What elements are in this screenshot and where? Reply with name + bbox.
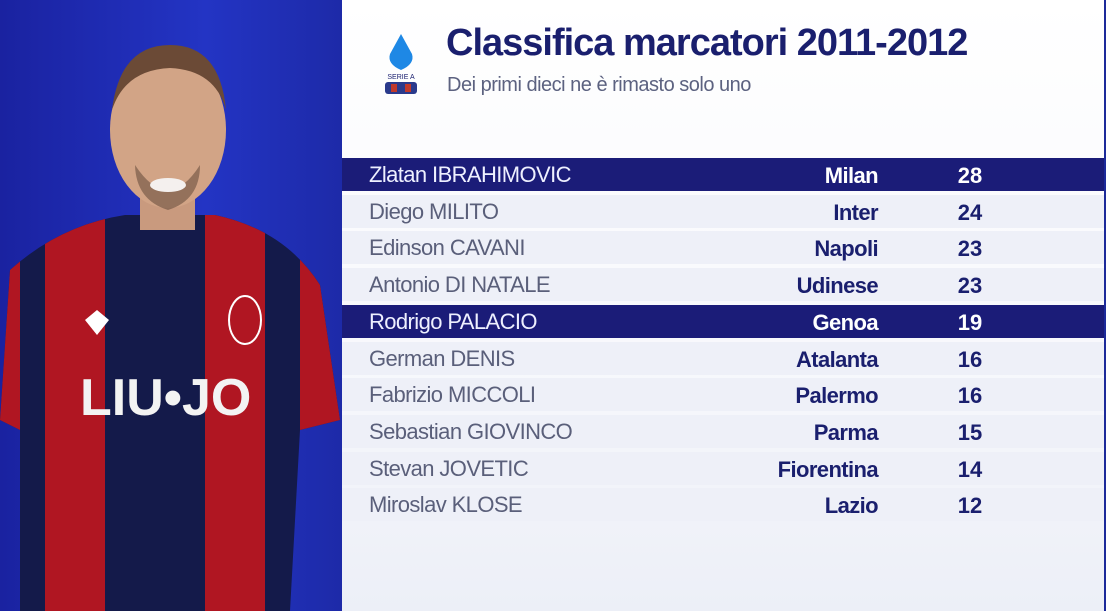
scorers-panel: SERIE A Classifica marcatori 2011-2012 D… <box>342 0 1104 611</box>
goals-count: 15 <box>957 419 983 445</box>
page-subtitle: Dei primi dieci ne è rimasto solo uno <box>447 74 751 96</box>
player-name: Stevan JOVETIC <box>369 455 529 481</box>
table-row: Diego MILITO Inter 24 <box>342 194 1104 228</box>
goals-count: 24 <box>957 199 983 225</box>
goals-count: 19 <box>957 309 983 335</box>
player-photo-panel: LIU•JO <box>0 0 342 611</box>
player-photo: LIU•JO <box>0 45 340 611</box>
kit-maker-logo <box>85 310 109 335</box>
team-name: Genoa <box>812 309 879 335</box>
table-row: Zlatan IBRAHIMOVIC Milan 28 <box>342 158 1104 191</box>
club-crest <box>228 295 262 345</box>
player-name: Antonio DI NATALE <box>369 272 551 298</box>
shirt-sponsor-logo: LIU•JO <box>80 369 251 427</box>
goals-count: 16 <box>957 346 983 372</box>
player-name: Rodrigo PALACIO <box>369 308 538 334</box>
table-row: Sebastian GIOVINCO Parma 15 <box>342 414 1104 448</box>
player-name: Miroslav KLOSE <box>369 492 523 518</box>
player-name: Sebastian GIOVINCO <box>369 418 573 444</box>
goals-count: 12 <box>957 493 983 519</box>
svg-text:SERIE A: SERIE A <box>387 74 415 81</box>
goals-count: 28 <box>957 163 983 188</box>
goals-count: 23 <box>957 236 983 262</box>
serie-a-logo: SERIE A <box>385 34 417 94</box>
player-name: Edinson CAVANI <box>369 235 525 261</box>
goals-count: 23 <box>957 273 983 299</box>
table-row: Stevan JOVETIC Fiorentina 14 <box>342 451 1104 485</box>
player-name: Fabrizio MICCOLI <box>369 382 536 408</box>
table-row: Rodrigo PALACIO Genoa 19 <box>342 304 1104 338</box>
team-name: Palermo <box>795 383 878 409</box>
team-name: Napoli <box>814 236 878 262</box>
team-name: Atalanta <box>796 346 879 372</box>
player-name: Zlatan IBRAHIMOVIC <box>369 162 572 187</box>
table-row: Fabrizio MICCOLI Palermo 16 <box>342 378 1104 412</box>
table-row: Antonio DI NATALE Udinese 23 <box>342 268 1104 302</box>
team-name: Lazio <box>824 493 879 519</box>
team-name: Milan <box>824 163 879 188</box>
goals-count: 14 <box>957 456 983 482</box>
player-name: Diego MILITO <box>369 198 499 224</box>
player-name: German DENIS <box>369 345 515 371</box>
team-name: Udinese <box>796 273 879 299</box>
team-name: Parma <box>813 419 879 445</box>
team-name: Inter <box>833 199 878 225</box>
table-row: German DENIS Atalanta 16 <box>342 341 1104 375</box>
goals-count: 16 <box>957 383 983 409</box>
team-name: Fiorentina <box>777 456 879 482</box>
table-row: Miroslav KLOSE Lazio 12 <box>342 488 1104 522</box>
table-row: Edinson CAVANI Napoli 23 <box>342 231 1104 265</box>
page-title: Classifica marcatori 2011-2012 <box>446 22 968 64</box>
